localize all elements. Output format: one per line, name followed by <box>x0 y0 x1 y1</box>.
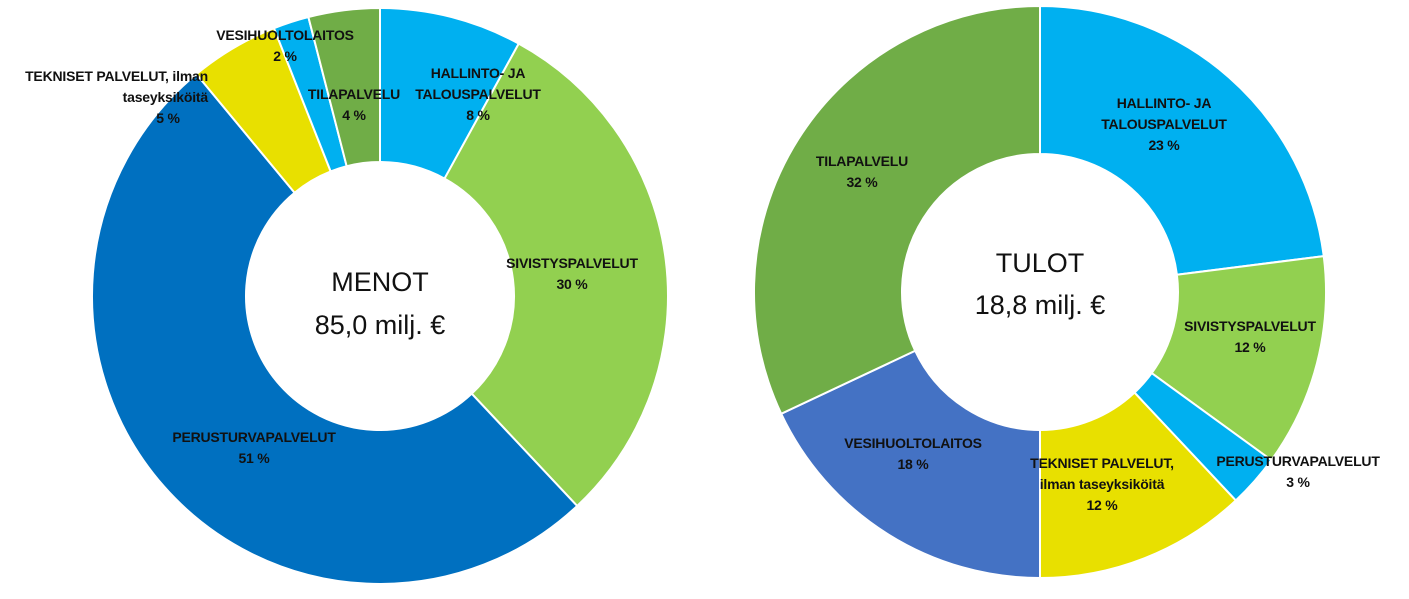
slice-name-line: TALOUSPALVELUT <box>415 86 541 102</box>
slice-value-label: 32 % <box>846 174 878 190</box>
center-total: 18,8 milj. € <box>975 290 1106 320</box>
center-label: TULOT <box>996 248 1085 278</box>
slice-label: TILAPALVELU 32 % <box>816 153 908 190</box>
slice-name-line: TILAPALVELU <box>308 86 400 102</box>
slice-value-label: 4 % <box>342 107 366 123</box>
slice-name-line: SIVISTYSPALVELUT <box>1184 318 1316 334</box>
slice-value-label: 3 % <box>1286 474 1310 490</box>
slice-value-label: 51 % <box>238 450 270 466</box>
slice-label: VESIHUOLTOLAITOS 2 % <box>216 27 354 64</box>
donut-slice <box>779 349 1041 580</box>
slice-name-line: VESIHUOLTOLAITOS <box>844 435 982 451</box>
slice-value-label: 12 % <box>1086 497 1118 513</box>
slice-label: HALLINTO- JA TALOUSPALVELUT 23 % <box>1101 95 1227 153</box>
slice-name-line: TALOUSPALVELUT <box>1101 116 1227 132</box>
slice-label: VESIHUOLTOLAITOS 18 % <box>844 435 982 472</box>
slice-name-line: TILAPALVELU <box>816 153 908 169</box>
slice-name-line: TEKNISET PALVELUT, <box>1030 455 1174 471</box>
slice-label: PERUSTURVAPALVELUT 3 % <box>1216 453 1380 490</box>
tulot-donut-chart: HALLINTO- JA TALOUSPALVELUT 23 % SIVISTYSPA… <box>753 4 1381 580</box>
slice-name-line: PERUSTURVAPALVELUT <box>1216 453 1380 469</box>
slice-name-line: TEKNISET PALVELUT, ilman <box>25 68 208 84</box>
donut-slice <box>307 6 381 168</box>
slice-label: SIVISTYSPALVELUT 12 % <box>1184 318 1316 355</box>
slice-value-label: 8 % <box>466 107 490 123</box>
center-total: 85,0 milj. € <box>315 310 446 340</box>
slice-label: PERUSTURVAPALVELUT 51 % <box>172 429 336 466</box>
slice-name-line: taseyksiköitä <box>123 89 209 105</box>
donut-slice <box>1039 4 1325 276</box>
slice-value-label: 2 % <box>273 48 297 64</box>
slice-label: HALLINTO- JA TALOUSPALVELUT 8 % <box>415 65 541 123</box>
slice-value-label: 5 % <box>156 110 180 126</box>
donut-slice <box>443 42 669 508</box>
slice-name-line: PERUSTURVAPALVELUT <box>172 429 336 445</box>
donut-slice <box>1039 391 1238 580</box>
slice-name-line: VESIHUOLTOLAITOS <box>216 27 354 43</box>
slice-label: TEKNISET PALVELUT, ilman taseyksiköitä 12 … <box>1030 455 1174 513</box>
slice-name-line: ilman taseyksiköitä <box>1040 476 1165 492</box>
slice-label: TILAPALVELU 4 % <box>308 86 400 123</box>
slice-name-line: HALLINTO- JA <box>431 65 526 81</box>
slice-label: SIVISTYSPALVELUT 30 % <box>506 255 638 292</box>
slice-label: TEKNISET PALVELUT, ilman taseyksiköitä 5 % <box>25 68 208 126</box>
slice-value-label: 18 % <box>897 456 929 472</box>
menot-donut-chart: HALLINTO- JA TALOUSPALVELUT 8 % SIVISTYSPAL… <box>25 6 669 585</box>
slice-name-line: HALLINTO- JA <box>1117 95 1212 111</box>
slice-value-label: 30 % <box>556 276 588 292</box>
donut-slice <box>91 72 579 585</box>
donut-slice <box>1150 255 1327 462</box>
slice-value-label: 23 % <box>1148 137 1180 153</box>
center-label: MENOT <box>331 267 429 297</box>
slice-name-line: SIVISTYSPALVELUT <box>506 255 638 271</box>
slice-value-label: 12 % <box>1234 339 1266 355</box>
donut-slice <box>753 4 1041 416</box>
